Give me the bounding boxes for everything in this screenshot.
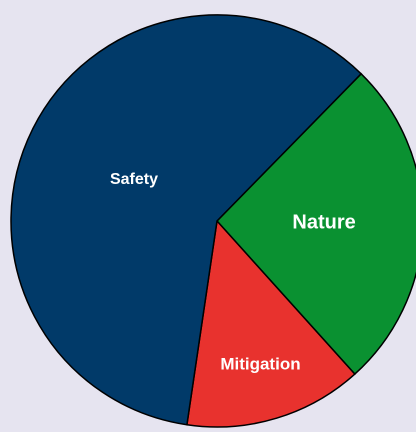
pie-slice <box>215 72 416 376</box>
slice-label: Nature <box>292 212 355 234</box>
pie-slice <box>10 14 363 426</box>
slice-label: Mitigation <box>220 354 300 373</box>
slice-label: Safety <box>110 171 158 188</box>
pie-slice <box>186 219 356 428</box>
